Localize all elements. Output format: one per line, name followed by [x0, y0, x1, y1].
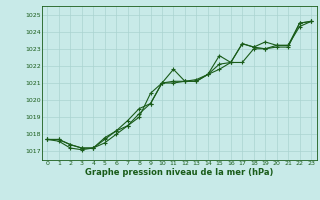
X-axis label: Graphe pression niveau de la mer (hPa): Graphe pression niveau de la mer (hPa)	[85, 168, 273, 177]
